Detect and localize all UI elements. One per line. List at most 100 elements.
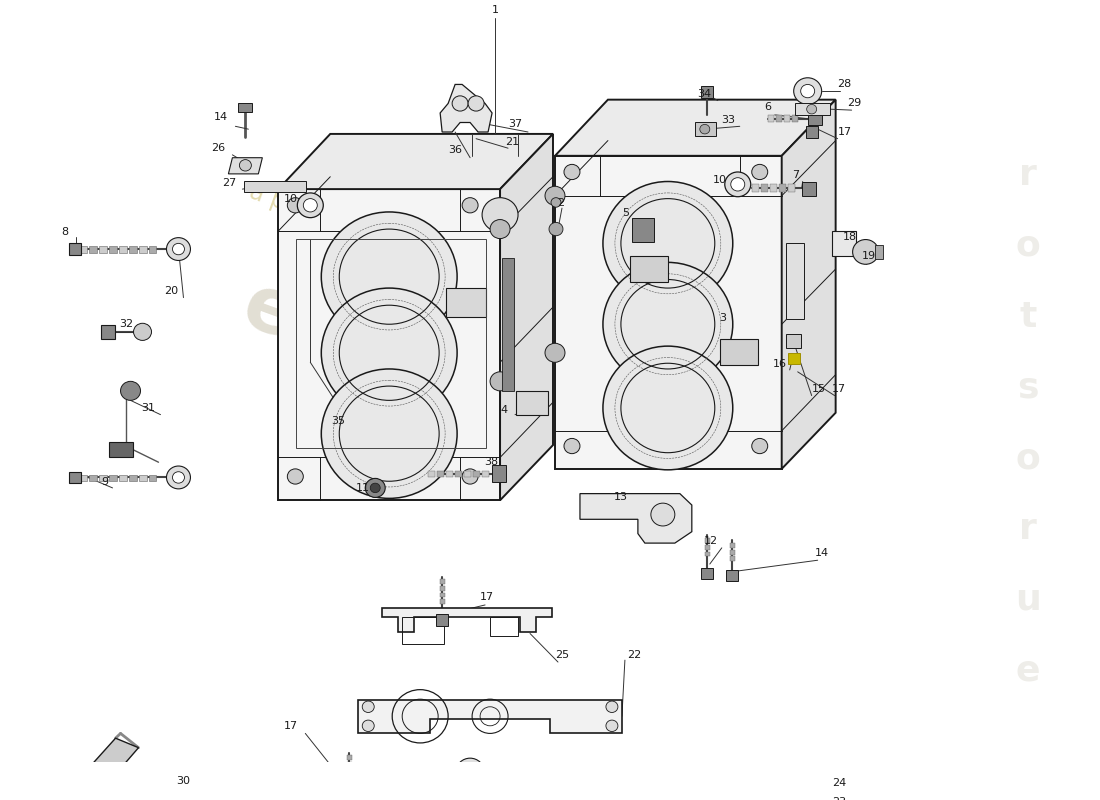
Text: 10: 10 (284, 194, 298, 204)
Bar (502, 258, 514, 391)
Text: r: r (1019, 512, 1037, 546)
Bar (729, 543, 735, 548)
Polygon shape (78, 474, 87, 482)
Bar (348, 769, 352, 774)
Text: 36: 36 (448, 145, 462, 155)
Circle shape (371, 483, 381, 493)
Bar (631, 218, 653, 242)
Text: 30: 30 (176, 776, 190, 786)
Text: 9: 9 (101, 477, 109, 487)
Text: 38: 38 (484, 458, 498, 467)
Polygon shape (473, 470, 480, 478)
Text: 19: 19 (861, 250, 876, 261)
Circle shape (304, 198, 317, 212)
Circle shape (544, 186, 565, 206)
Circle shape (240, 160, 252, 171)
Text: 4: 4 (500, 405, 508, 415)
Bar (239, 103, 252, 112)
Polygon shape (794, 103, 829, 115)
Text: a passion for parts since 1985: a passion for parts since 1985 (246, 179, 590, 324)
Text: 11: 11 (356, 483, 371, 493)
Polygon shape (78, 246, 87, 253)
Polygon shape (500, 134, 553, 500)
Circle shape (564, 164, 580, 179)
Bar (630, 256, 668, 282)
Bar (348, 755, 352, 760)
Text: 10: 10 (713, 174, 727, 185)
Text: r: r (1019, 158, 1037, 192)
Polygon shape (556, 156, 782, 469)
Bar (403, 618, 444, 644)
Bar (802, 182, 816, 196)
Circle shape (463, 765, 477, 778)
Circle shape (166, 238, 190, 261)
Bar (807, 112, 822, 126)
Circle shape (806, 105, 816, 114)
Polygon shape (89, 474, 97, 482)
Circle shape (173, 472, 185, 483)
Polygon shape (148, 246, 156, 253)
Bar (516, 391, 548, 414)
Text: 28: 28 (837, 79, 851, 90)
Polygon shape (792, 115, 798, 122)
Bar (440, 586, 446, 590)
Polygon shape (761, 184, 768, 192)
Polygon shape (440, 85, 492, 132)
Polygon shape (278, 189, 500, 500)
Bar (807, 96, 816, 101)
Text: 18: 18 (843, 232, 857, 242)
Text: 17: 17 (832, 384, 846, 394)
Circle shape (549, 222, 563, 236)
Polygon shape (556, 100, 836, 156)
Circle shape (462, 198, 478, 213)
Bar (436, 614, 448, 626)
Circle shape (321, 288, 458, 418)
Bar (68, 243, 80, 254)
Polygon shape (99, 246, 107, 253)
Polygon shape (776, 115, 782, 122)
Circle shape (551, 198, 561, 207)
Polygon shape (139, 246, 146, 253)
Bar (701, 568, 713, 579)
Bar (440, 593, 446, 598)
Polygon shape (139, 474, 146, 482)
Circle shape (297, 193, 323, 218)
Bar (440, 599, 446, 604)
Text: u: u (1015, 583, 1041, 617)
Text: 21: 21 (505, 137, 519, 146)
Circle shape (461, 786, 480, 800)
Polygon shape (278, 134, 553, 189)
Circle shape (133, 323, 152, 341)
Polygon shape (148, 474, 156, 482)
Circle shape (751, 164, 768, 179)
Bar (788, 353, 800, 364)
Polygon shape (482, 470, 490, 478)
Bar (705, 538, 710, 543)
Bar (729, 557, 735, 561)
Text: 29: 29 (848, 98, 862, 109)
Circle shape (462, 469, 478, 484)
Bar (244, 182, 306, 192)
Circle shape (121, 382, 141, 400)
Text: 24: 24 (832, 778, 846, 788)
Bar (492, 465, 506, 482)
Polygon shape (788, 184, 794, 192)
Circle shape (365, 478, 385, 498)
Circle shape (725, 172, 750, 197)
Text: 15: 15 (812, 384, 826, 394)
Circle shape (454, 780, 486, 800)
Circle shape (544, 343, 565, 362)
Text: 2: 2 (557, 198, 564, 208)
Bar (705, 545, 710, 550)
Bar (109, 442, 132, 458)
Circle shape (852, 239, 879, 264)
Polygon shape (359, 700, 622, 734)
Bar (785, 243, 804, 319)
Bar (296, 238, 486, 448)
Circle shape (469, 96, 484, 111)
Bar (343, 789, 355, 800)
Bar (705, 552, 710, 557)
Circle shape (362, 701, 374, 713)
Text: 25: 25 (556, 650, 569, 660)
Polygon shape (580, 494, 692, 543)
